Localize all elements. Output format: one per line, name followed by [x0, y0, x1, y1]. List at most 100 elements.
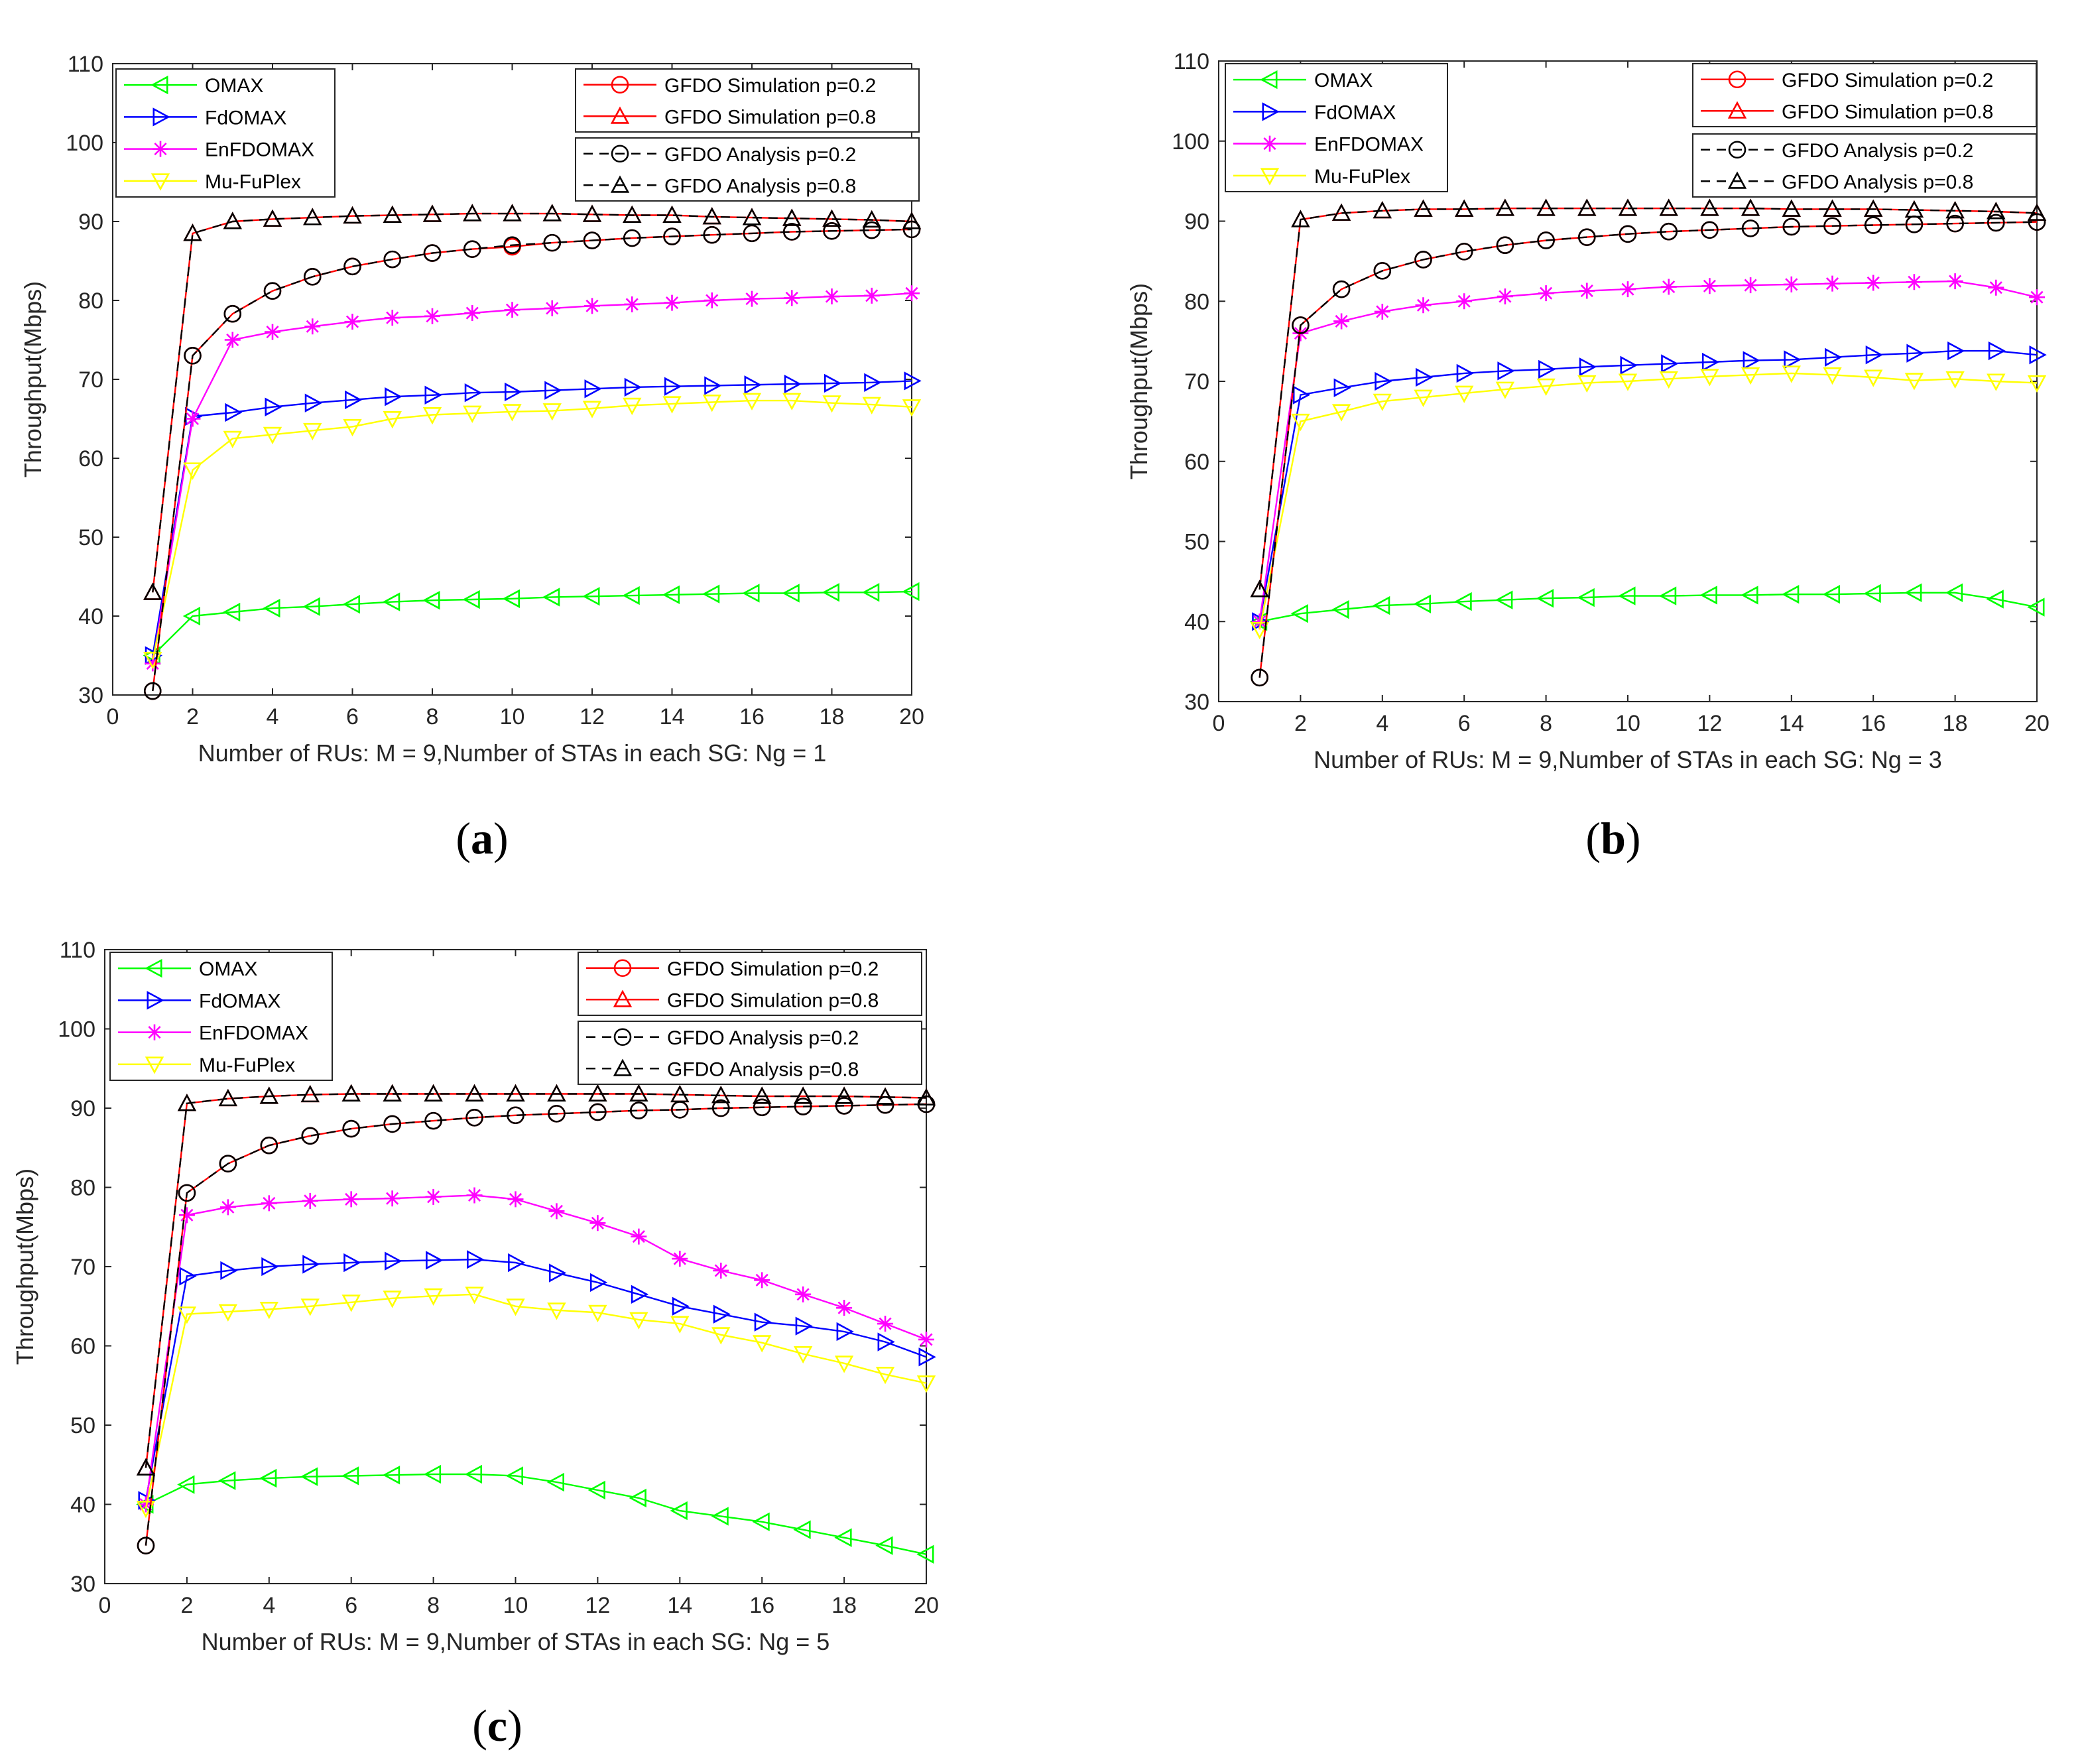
y-tick-label: 30	[70, 1572, 95, 1597]
x-tick-label: 10	[1615, 711, 1640, 736]
data-point	[1496, 236, 1514, 255]
data-point	[822, 395, 841, 413]
data-point	[463, 405, 482, 423]
data-point	[744, 290, 760, 307]
y-tick-label: 90	[78, 210, 103, 235]
data-point	[504, 302, 521, 318]
data-point	[1538, 359, 1556, 379]
data-point	[662, 585, 680, 605]
data-point	[1537, 231, 1555, 249]
data-point	[341, 1294, 361, 1312]
data-point	[902, 212, 922, 229]
series-fdomax	[1252, 341, 2047, 631]
data-point	[713, 1262, 729, 1279]
data-point	[713, 1304, 731, 1324]
data-point	[303, 422, 322, 441]
data-point	[836, 1322, 854, 1342]
data-point	[1658, 586, 1677, 605]
y-tick-label: 30	[1184, 690, 1209, 715]
x-axis-label: Number of RUs: M = 9,Number of STAs in e…	[202, 1628, 830, 1655]
data-point	[753, 1098, 771, 1117]
x-tick-label: 8	[427, 1593, 440, 1618]
series-line	[152, 228, 912, 692]
data-point	[1906, 344, 1924, 363]
y-tick-label: 70	[1184, 369, 1209, 395]
data-point	[464, 305, 481, 322]
legend-marker	[1728, 141, 1747, 159]
x-tick-label: 2	[180, 1593, 193, 1618]
data-point	[424, 1111, 442, 1130]
data-point	[263, 598, 280, 618]
x-tick-label: 2	[186, 704, 199, 729]
data-point	[383, 1115, 401, 1133]
data-point	[1331, 203, 1351, 221]
data-point	[219, 1155, 237, 1172]
data-point	[424, 308, 440, 324]
data-point	[875, 1536, 893, 1555]
data-point	[1495, 590, 1513, 609]
data-point	[794, 1098, 812, 1115]
data-point	[223, 212, 242, 229]
data-point	[1741, 198, 1760, 216]
data-point	[343, 257, 361, 276]
data-point	[304, 393, 322, 412]
series-line	[152, 212, 912, 593]
panel-a: 0 2 4 6 8 10 12 14 16 18 20 30 40 50 60 70 80 90 100 110 Num…	[19, 52, 924, 767]
y-tick-label: 90	[70, 1096, 95, 1121]
data-point	[1251, 668, 1268, 687]
legend-label: GFDO Simulation p=0.8	[1782, 101, 1993, 123]
data-point	[1864, 216, 1882, 234]
data-point	[1906, 274, 1922, 290]
data-point	[630, 1102, 648, 1119]
data-point	[1455, 243, 1473, 261]
y-tick-label: 80	[78, 288, 103, 314]
legend-label: GFDO Simulation p=0.8	[667, 989, 879, 1011]
data-point	[1333, 378, 1351, 397]
legend-marker	[145, 958, 162, 978]
data-point	[583, 231, 601, 249]
data-point	[1618, 373, 1638, 391]
legend-frame	[1692, 63, 2037, 127]
data-point	[503, 404, 522, 422]
legend-marker	[151, 75, 168, 95]
data-point	[343, 206, 362, 224]
x-axis-label: Number of RUs: M = 9,Number of STAs in e…	[1314, 746, 1942, 773]
x-tick-label: 4	[1376, 711, 1388, 736]
data-point	[1577, 588, 1595, 607]
data-point	[542, 204, 562, 221]
data-point	[178, 1207, 195, 1224]
x-tick-label: 18	[1943, 711, 1968, 736]
legend-marker	[1728, 70, 1747, 89]
data-point	[548, 1203, 565, 1220]
data-point	[1495, 198, 1515, 216]
data-point	[1416, 367, 1434, 387]
data-point	[1373, 201, 1392, 219]
data-point	[385, 1251, 402, 1271]
data-point	[385, 387, 402, 407]
data-point	[1741, 220, 1760, 237]
data-point	[1904, 373, 1924, 391]
x-tick-label: 16	[749, 1593, 774, 1618]
x-tick-label: 16	[739, 704, 765, 729]
data-point	[265, 397, 282, 416]
data-point	[1456, 293, 1473, 310]
data-point	[629, 1312, 648, 1330]
y-tick-label: 100	[58, 1017, 95, 1042]
data-point	[1701, 278, 1718, 294]
data-point	[2028, 213, 2046, 231]
y-axis-label: Throughput(Mbps)	[11, 1168, 38, 1365]
y-tick-label: 40	[70, 1493, 95, 1518]
data-point	[1946, 214, 1964, 233]
legend-frame	[1692, 133, 2037, 198]
data-point	[702, 395, 721, 412]
data-point	[753, 1086, 772, 1104]
data-point	[2029, 345, 2047, 365]
caption-a-letter: a	[471, 813, 493, 863]
data-point	[1782, 585, 1800, 604]
data-point	[302, 1192, 318, 1209]
x-tick-label: 12	[1697, 711, 1722, 736]
data-point	[303, 208, 322, 225]
data-point	[300, 1084, 320, 1103]
data-point	[1699, 586, 1717, 605]
data-point	[1743, 277, 1759, 294]
